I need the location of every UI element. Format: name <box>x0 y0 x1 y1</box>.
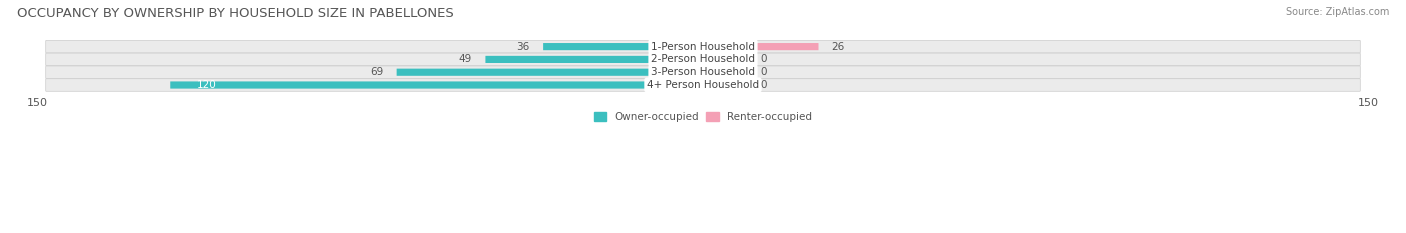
Text: 0: 0 <box>761 67 768 77</box>
FancyBboxPatch shape <box>46 66 1360 79</box>
Text: 120: 120 <box>197 80 217 90</box>
Legend: Owner-occupied, Renter-occupied: Owner-occupied, Renter-occupied <box>593 112 813 122</box>
Text: 36: 36 <box>516 42 530 52</box>
Text: 2-Person Household: 2-Person Household <box>651 55 755 64</box>
Text: OCCUPANCY BY OWNERSHIP BY HOUSEHOLD SIZE IN PABELLONES: OCCUPANCY BY OWNERSHIP BY HOUSEHOLD SIZE… <box>17 7 454 20</box>
FancyBboxPatch shape <box>46 53 1360 66</box>
FancyBboxPatch shape <box>703 43 818 50</box>
Text: Source: ZipAtlas.com: Source: ZipAtlas.com <box>1285 7 1389 17</box>
FancyBboxPatch shape <box>543 43 703 50</box>
FancyBboxPatch shape <box>396 69 703 76</box>
FancyBboxPatch shape <box>703 69 748 76</box>
Text: 69: 69 <box>370 67 384 77</box>
FancyBboxPatch shape <box>703 56 748 63</box>
Text: 1-Person Household: 1-Person Household <box>651 42 755 52</box>
FancyBboxPatch shape <box>46 40 1360 53</box>
Text: 26: 26 <box>832 42 845 52</box>
Text: 4+ Person Household: 4+ Person Household <box>647 80 759 90</box>
Text: 3-Person Household: 3-Person Household <box>651 67 755 77</box>
Text: 0: 0 <box>761 55 768 64</box>
FancyBboxPatch shape <box>703 81 748 89</box>
FancyBboxPatch shape <box>485 56 703 63</box>
Text: 49: 49 <box>458 55 472 64</box>
FancyBboxPatch shape <box>170 81 703 89</box>
FancyBboxPatch shape <box>46 79 1360 91</box>
Text: 0: 0 <box>761 80 768 90</box>
